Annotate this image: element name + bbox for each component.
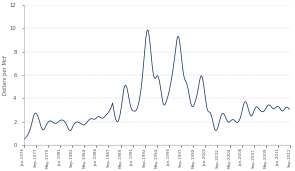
Y-axis label: Dollars per Mcf: Dollars per Mcf [3, 55, 8, 95]
